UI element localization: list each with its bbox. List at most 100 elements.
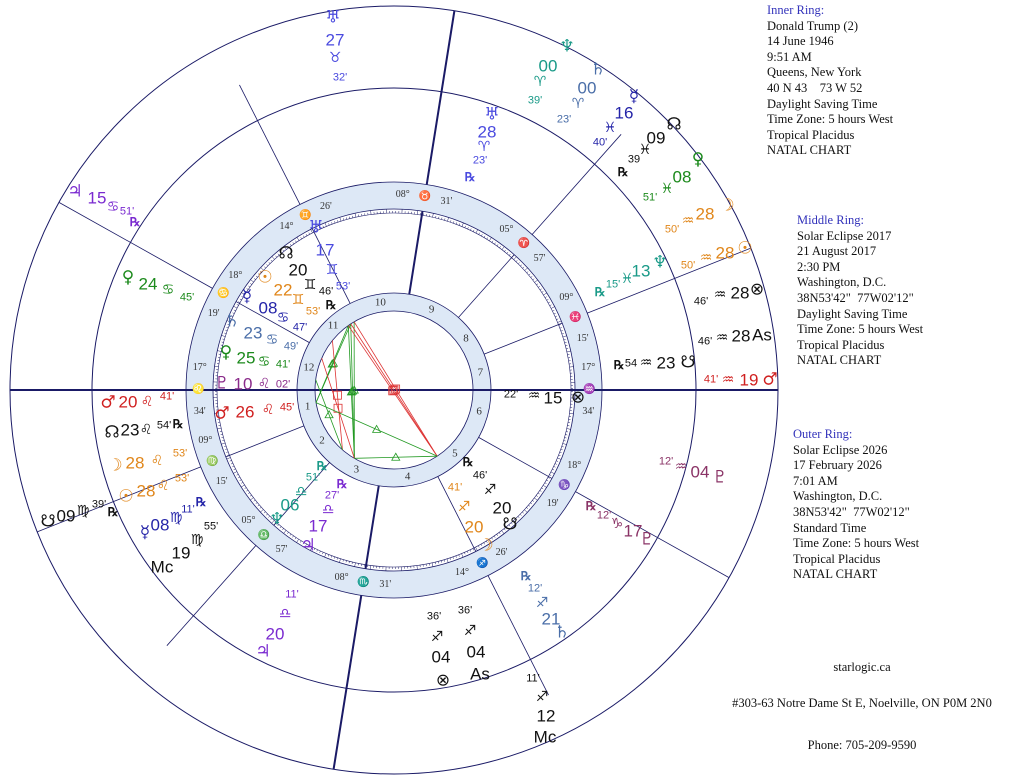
degree-tick	[266, 513, 268, 516]
middle-sun-minutes: 53'	[174, 472, 190, 485]
degree-tick	[308, 232, 310, 235]
house-number: 3	[353, 463, 360, 476]
degree-tick	[564, 342, 567, 344]
degree-tick	[271, 520, 275, 524]
degree-tick	[528, 504, 531, 507]
middle-mercury-glyph-icon: ☿	[139, 522, 151, 543]
cusp-minutes: 15'	[576, 332, 589, 344]
degree-tick	[569, 413, 574, 415]
degree-tick	[524, 509, 528, 513]
info-line: Time Zone: 5 hours West	[767, 112, 894, 127]
degree-tick	[253, 278, 256, 280]
degree-tick	[289, 533, 292, 536]
inner-venus-sign-glyph: ♋	[257, 354, 271, 370]
degree-tick	[461, 553, 464, 558]
outer-jupiter-minutes: 51'	[119, 205, 135, 218]
middle-sun-sign-glyph: ♌	[156, 478, 170, 494]
outer-uranus-glyph-icon: ♅	[325, 7, 341, 28]
middle-moon-degree: 28	[125, 453, 145, 473]
inner-jupiter-minutes: 27'	[324, 489, 340, 502]
degree-tick	[257, 273, 260, 276]
square-aspect-marker	[388, 386, 398, 396]
middle-sun-degree: 28	[136, 481, 156, 501]
degree-tick	[331, 222, 333, 225]
trine-aspect-marker	[324, 409, 334, 419]
degree-tick	[501, 530, 505, 534]
house-cusp-extension	[239, 84, 301, 205]
inner-mars-degree: 26	[235, 402, 255, 422]
degree-tick	[481, 234, 483, 237]
degree-tick	[491, 537, 493, 540]
degree-tick	[493, 535, 496, 538]
info-line: 17 February 2026	[793, 458, 882, 473]
degree-tick	[506, 526, 508, 529]
degree-tick	[466, 551, 469, 554]
degree-tick	[498, 532, 501, 535]
info-line: Donald Trump (2)	[767, 18, 858, 33]
degree-tick	[310, 546, 313, 551]
inner-uranus-sign-glyph: ♊	[325, 262, 339, 278]
inner-mars-sign-glyph: ♌	[261, 402, 275, 418]
degree-tick	[513, 520, 517, 524]
degree-tick	[233, 471, 238, 474]
degree-tick	[478, 232, 480, 235]
middle-south-node-retrograde-icon: ℞	[613, 358, 625, 372]
degree-tick	[231, 315, 234, 317]
degree-tick	[550, 471, 555, 474]
degree-tick	[233, 306, 238, 309]
inner-jupiter-degree: 17	[308, 516, 328, 536]
inner-uranus-glyph-icon: ♅	[308, 217, 324, 238]
middle-uranus-degree: 28	[477, 122, 497, 142]
degree-tick	[546, 479, 549, 482]
outer-uranus-minutes: 32'	[332, 71, 348, 84]
inner-neptune-sign-glyph: ♎	[294, 484, 308, 500]
degree-tick	[517, 516, 520, 518]
trine-aspect-line	[347, 325, 355, 459]
degree-tick	[547, 477, 550, 479]
degree-tick	[339, 217, 342, 222]
info-line: Queens, New York	[767, 65, 862, 80]
degree-tick	[282, 528, 284, 531]
outer-jupiter-degree: 15	[87, 188, 107, 208]
degree-tick	[296, 237, 300, 241]
house-cusp-line	[483, 322, 563, 355]
outer-uranus-degree: 27	[325, 30, 345, 50]
middle-north-node-degree: 23	[120, 420, 140, 440]
degree-tick	[305, 233, 308, 236]
outer-part-of-fortune-glyph-icon: ⊗	[749, 279, 765, 300]
house-number: 5	[452, 447, 458, 459]
degree-tick	[565, 434, 568, 436]
cusp-minutes: 19'	[546, 498, 559, 510]
footer-site[interactable]: starlogic.ca	[833, 660, 891, 674]
degree-tick	[226, 326, 229, 329]
degree-tick	[257, 504, 260, 507]
trine-aspect-line	[315, 325, 349, 403]
outer-pluto-degree: 04	[690, 462, 710, 482]
outer-neptune-glyph-icon: ♆	[559, 36, 575, 57]
degree-tick	[279, 526, 282, 529]
middle-ascendant-minutes: 36'	[457, 604, 473, 617]
inner-uranus-degree: 17	[315, 240, 335, 260]
degree-tick	[530, 502, 533, 505]
degree-tick	[499, 246, 501, 248]
degree-tick	[255, 275, 258, 278]
degree-tick	[334, 221, 336, 224]
inner-neptune-minutes: 51'	[305, 471, 321, 484]
cusp-sign-glyph: ♌	[192, 384, 205, 395]
degree-tick	[544, 296, 547, 298]
outer-south-node-degree: 09	[56, 506, 76, 526]
middle-midheaven-degree: 19	[171, 543, 191, 563]
degree-tick	[524, 267, 528, 271]
degree-tick	[496, 534, 498, 536]
middle-north-node-retrograde-icon: ℞	[172, 417, 184, 431]
degree-tick	[300, 540, 302, 543]
outer-part-of-fortune-sign-glyph: ♒	[713, 287, 727, 303]
degree-tick	[295, 240, 297, 243]
degree-tick	[290, 244, 292, 246]
degree-tick	[561, 446, 564, 448]
info-line: 21 August 2017	[797, 244, 877, 259]
degree-tick	[319, 550, 321, 553]
outer-north-node-minutes: 39	[627, 153, 641, 166]
degree-tick	[324, 553, 327, 558]
middle-ring-info: Middle Ring: Solar Eclipse 2017 21 August…	[797, 213, 923, 369]
